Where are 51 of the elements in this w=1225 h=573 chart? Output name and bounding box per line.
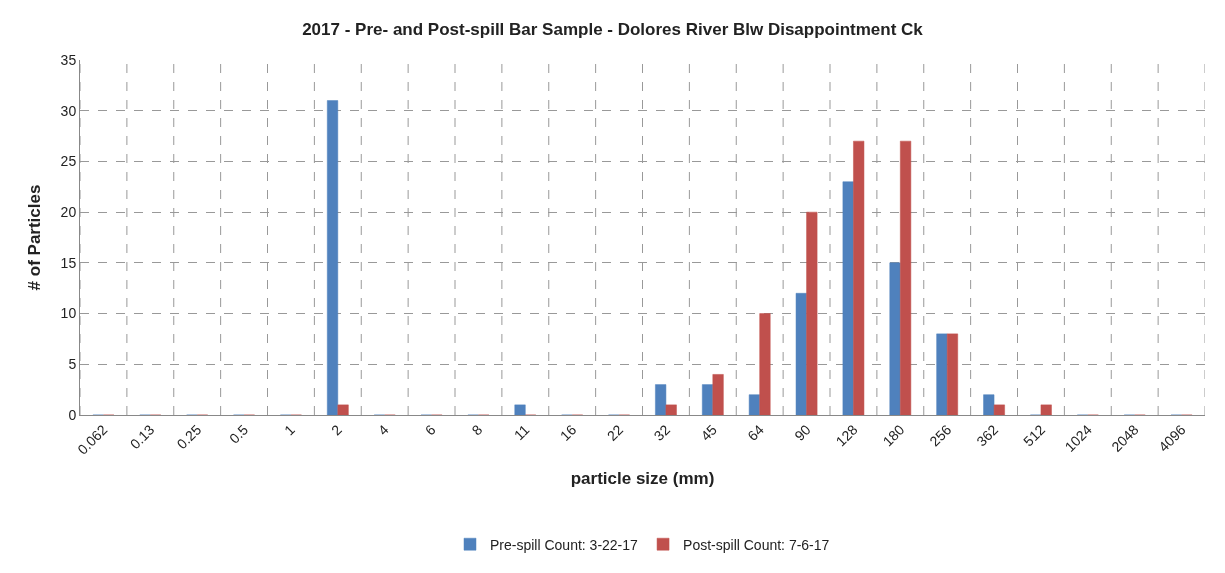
x-tick-label: 8	[468, 421, 486, 439]
x-tick-label: 32	[650, 421, 674, 444]
x-tick-label: 362	[973, 421, 1002, 450]
bar	[327, 100, 339, 415]
bar	[853, 140, 865, 415]
bar	[889, 262, 901, 415]
x-tick-label: 11	[510, 421, 533, 444]
x-tick-label: 128	[832, 421, 861, 450]
x-tick-label: 16	[556, 421, 580, 444]
y-tick-label: 25	[60, 153, 77, 170]
x-tick-label: 256	[926, 421, 955, 450]
x-tick-label: 22	[603, 421, 627, 444]
bar	[748, 394, 760, 415]
y-axis-title: # of Particles	[25, 184, 45, 291]
bar	[900, 140, 912, 415]
bar	[842, 181, 854, 415]
bar	[936, 333, 948, 415]
bar	[1040, 404, 1052, 415]
bar	[759, 313, 771, 415]
bar	[514, 404, 526, 415]
x-tick-label: 0.5	[226, 421, 252, 447]
bar	[655, 384, 667, 415]
y-tick-label: 0	[68, 406, 77, 423]
x-tick-label: 512	[1020, 421, 1049, 450]
y-tick-label: 30	[60, 102, 77, 119]
x-tick-label: 180	[879, 421, 908, 450]
bar	[946, 333, 958, 415]
bar	[993, 404, 1005, 415]
y-tick-label: 10	[60, 305, 77, 322]
bar	[702, 384, 714, 415]
bar	[983, 394, 995, 415]
x-tick-label: 1	[281, 421, 299, 439]
bar	[795, 293, 807, 415]
bar	[712, 374, 724, 415]
x-tick-label: 6	[421, 421, 439, 439]
x-tick-label: 2	[328, 421, 346, 439]
y-tick-label: 15	[60, 254, 77, 271]
bar	[665, 404, 677, 415]
legend-label: Pre-spill Count: 3-22-17	[490, 536, 639, 553]
x-tick-label: 4	[374, 421, 392, 439]
x-tick-label: 64	[744, 421, 767, 444]
y-tick-label: 20	[60, 204, 77, 221]
bar	[806, 211, 818, 415]
x-tick-label: 45	[697, 421, 721, 444]
bar	[337, 404, 349, 415]
y-tick-label: 5	[68, 356, 77, 373]
chart-title: 2017 - Pre- and Post-spill Bar Sample - Dolores River Blw Disappointment Ck	[302, 19, 924, 39]
x-tick-label: 90	[791, 421, 814, 444]
x-axis-title: particle size (mm)	[570, 469, 715, 489]
legend-label: Post-spill Count: 7-6-17	[683, 536, 830, 553]
y-tick-label: 35	[60, 51, 77, 68]
